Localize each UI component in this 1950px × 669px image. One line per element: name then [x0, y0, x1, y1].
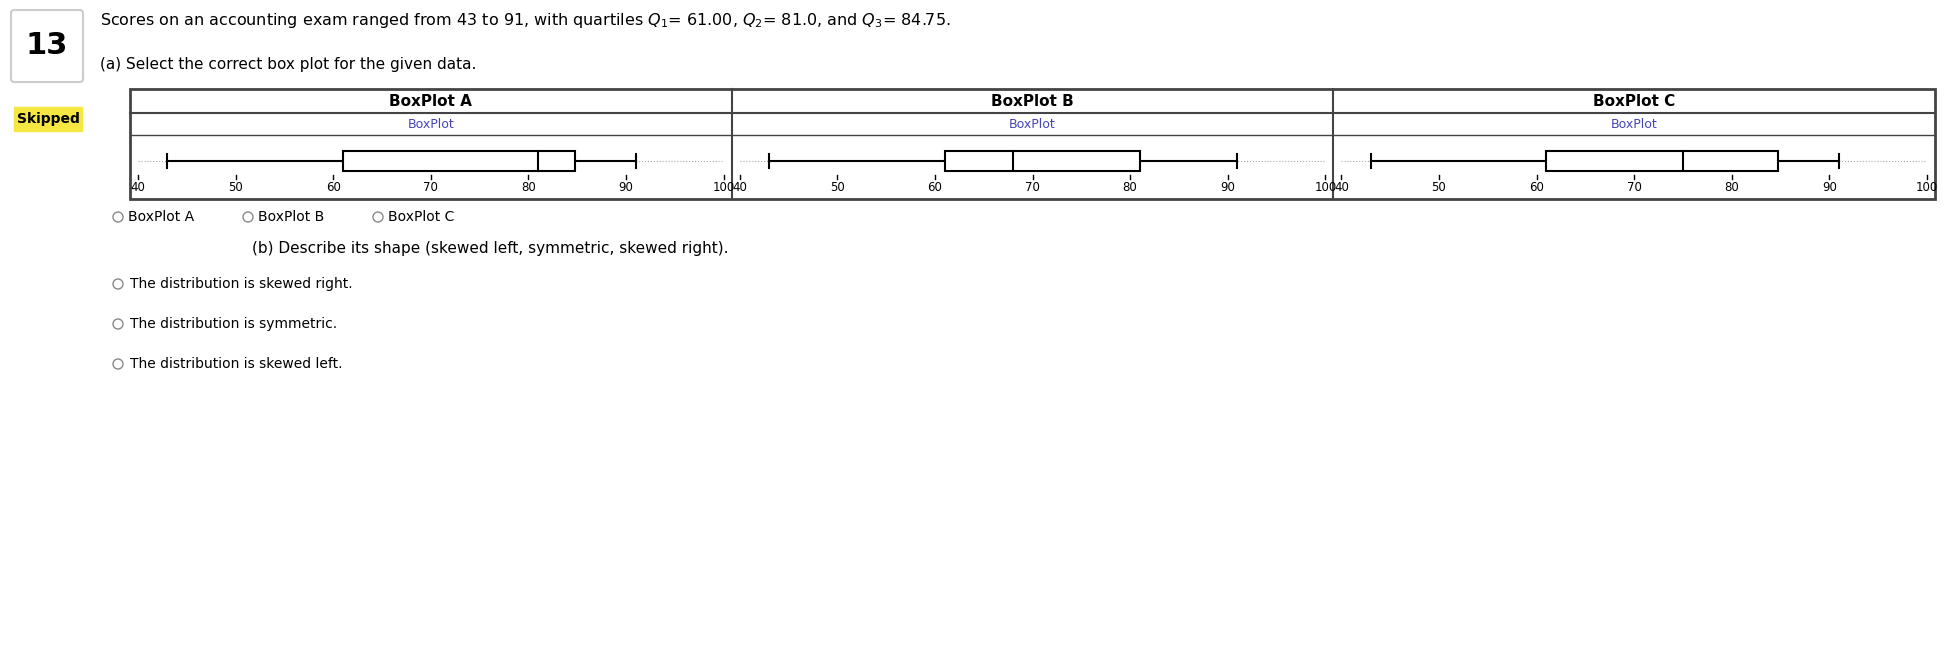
Text: 90: 90 [1821, 181, 1837, 194]
Text: 50: 50 [1431, 181, 1447, 194]
Text: 90: 90 [1221, 181, 1234, 194]
Text: 100: 100 [712, 181, 735, 194]
Text: BoxPlot: BoxPlot [408, 118, 454, 130]
Text: 70: 70 [1626, 181, 1642, 194]
Text: 80: 80 [1724, 181, 1739, 194]
Text: 70: 70 [1026, 181, 1039, 194]
Text: 60: 60 [928, 181, 942, 194]
Text: (a) Select the correct box plot for the given data.: (a) Select the correct box plot for the … [99, 56, 476, 72]
Text: 90: 90 [618, 181, 634, 194]
Text: Scores on an accounting exam ranged from 43 to 91, with quartiles $Q_1$= 61.00, : Scores on an accounting exam ranged from… [99, 11, 950, 31]
Text: BoxPlot A: BoxPlot A [129, 210, 195, 224]
Bar [343, 151, 575, 171]
Text: BoxPlot B: BoxPlot B [991, 94, 1074, 108]
Bar [944, 151, 1141, 171]
Text: 70: 70 [423, 181, 439, 194]
Text: 80: 80 [1123, 181, 1137, 194]
FancyBboxPatch shape [12, 10, 84, 82]
Bar [131, 89, 1934, 199]
Text: 40: 40 [733, 181, 747, 194]
Text: 40: 40 [1334, 181, 1349, 194]
Text: BoxPlot B: BoxPlot B [257, 210, 324, 224]
Text: BoxPlot: BoxPlot [1010, 118, 1055, 130]
Text: 60: 60 [1529, 181, 1544, 194]
Text: 60: 60 [326, 181, 341, 194]
Text: (b) Describe its shape (skewed left, symmetric, skewed right).: (b) Describe its shape (skewed left, sym… [252, 242, 727, 256]
Text: 40: 40 [131, 181, 146, 194]
Text: 50: 50 [831, 181, 844, 194]
Text: BoxPlot A: BoxPlot A [390, 94, 472, 108]
Bar [1546, 151, 1778, 171]
Text: 100: 100 [1314, 181, 1336, 194]
Bar [14, 107, 82, 131]
Text: BoxPlot: BoxPlot [1611, 118, 1657, 130]
Text: The distribution is skewed right.: The distribution is skewed right. [131, 277, 353, 291]
Text: BoxPlot C: BoxPlot C [388, 210, 454, 224]
Text: The distribution is symmetric.: The distribution is symmetric. [131, 317, 337, 331]
Text: Skipped: Skipped [16, 112, 80, 126]
Text: 80: 80 [521, 181, 536, 194]
Text: 50: 50 [228, 181, 244, 194]
Text: 13: 13 [25, 31, 68, 60]
Text: BoxPlot C: BoxPlot C [1593, 94, 1675, 108]
Text: 100: 100 [1915, 181, 1938, 194]
Text: The distribution is skewed left.: The distribution is skewed left. [131, 357, 343, 371]
